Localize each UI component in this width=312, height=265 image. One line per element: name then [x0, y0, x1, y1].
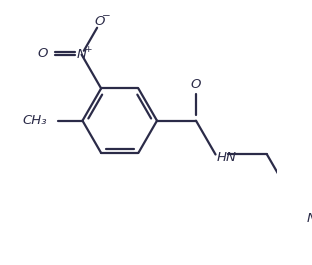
- Text: HN: HN: [217, 151, 236, 164]
- Text: −: −: [102, 11, 111, 21]
- Text: O: O: [37, 47, 48, 60]
- Text: O: O: [94, 15, 105, 28]
- Text: N: N: [77, 48, 86, 61]
- Text: N: N: [307, 212, 312, 225]
- Text: O: O: [191, 78, 201, 91]
- Text: +: +: [84, 45, 91, 54]
- Text: CH₃: CH₃: [22, 114, 47, 127]
